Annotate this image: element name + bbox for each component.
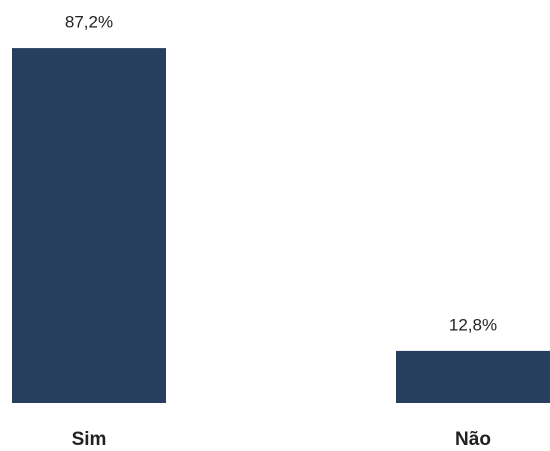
x-tick-label: Sim (72, 429, 107, 450)
value-label: 87,2% (65, 13, 113, 32)
bar (12, 48, 166, 403)
bar (396, 350, 550, 403)
x-tick-label: Não (455, 429, 491, 450)
value-label: 12,8% (449, 315, 497, 334)
